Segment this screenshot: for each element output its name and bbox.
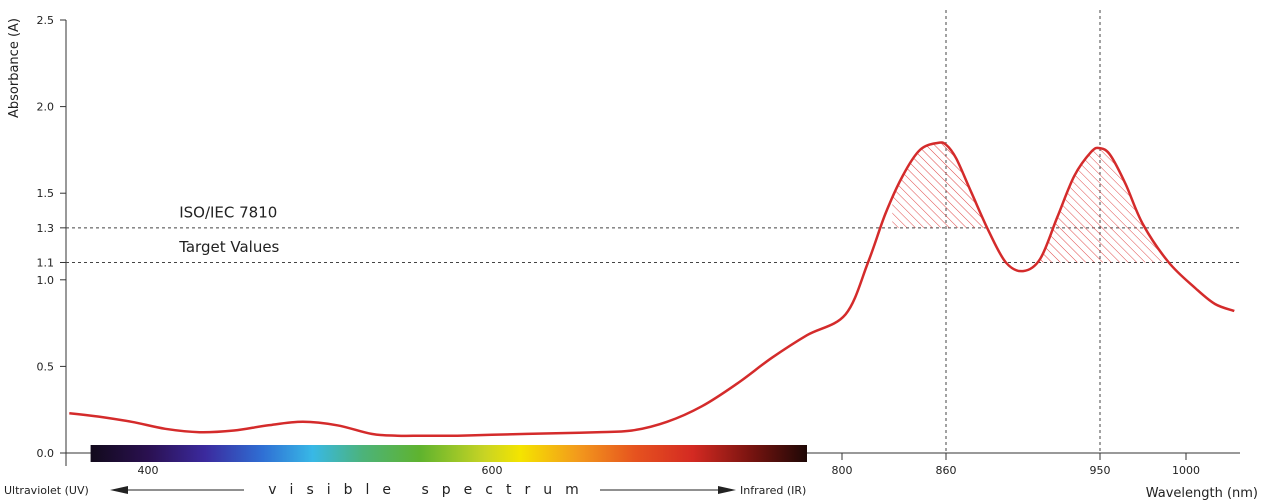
annotation-iso: ISO/IEC 7810 <box>179 203 277 221</box>
y-tick-label: 1.0 <box>37 274 55 287</box>
y-tick-label: 1.1 <box>37 256 55 269</box>
x-tick-label: 950 <box>1090 464 1111 477</box>
spectrum-band: Ultraviolet (UV) visible spectrum Infrar… <box>4 445 808 498</box>
y-tick-label: 0.0 <box>37 447 55 460</box>
x-tick-label: 860 <box>936 464 957 477</box>
absorbance-series-line <box>69 141 1235 438</box>
x-tick-label: 400 <box>138 464 159 477</box>
y-tick-label: 2.5 <box>37 14 55 27</box>
x-tick-label: 1000 <box>1172 464 1200 477</box>
y-ticks: 0.0 0.5 1.0 1.1 1.3 1.5 2.0 2.5 <box>37 14 66 460</box>
x-axis: 400 600 800 860 950 1000 Wavelength (nm) <box>66 452 1258 501</box>
y-axis-title: Absorbance (A) <box>7 18 22 118</box>
annotation-target: Target Values <box>178 238 279 256</box>
y-axis: 0.0 0.5 1.0 1.1 1.3 1.5 2.0 2.5 Absorbance (A) <box>7 14 67 466</box>
y-tick-label: 2.0 <box>37 101 55 114</box>
x-ticks: 400 600 800 860 950 1000 <box>138 453 1200 477</box>
hatched-region-860 <box>892 142 988 228</box>
right-arrow-icon <box>718 486 736 494</box>
hatched-regions <box>892 142 1169 263</box>
visible-spectrum-label: visible spectrum <box>268 482 591 498</box>
infrared-label: Infrared (IR) <box>740 484 806 497</box>
hatched-region-950 <box>1040 147 1169 263</box>
y-tick-label: 0.5 <box>37 360 55 373</box>
x-tick-label: 800 <box>832 464 853 477</box>
y-tick-label: 1.3 <box>37 222 55 235</box>
ultraviolet-label: Ultraviolet (UV) <box>4 484 89 497</box>
x-axis-title: Wavelength (nm) <box>1146 486 1258 501</box>
y-tick-label: 1.5 <box>37 187 55 200</box>
visible-spectrum-bar <box>90 445 808 462</box>
left-arrow-icon <box>110 486 128 494</box>
x-tick-label: 600 <box>482 464 503 477</box>
